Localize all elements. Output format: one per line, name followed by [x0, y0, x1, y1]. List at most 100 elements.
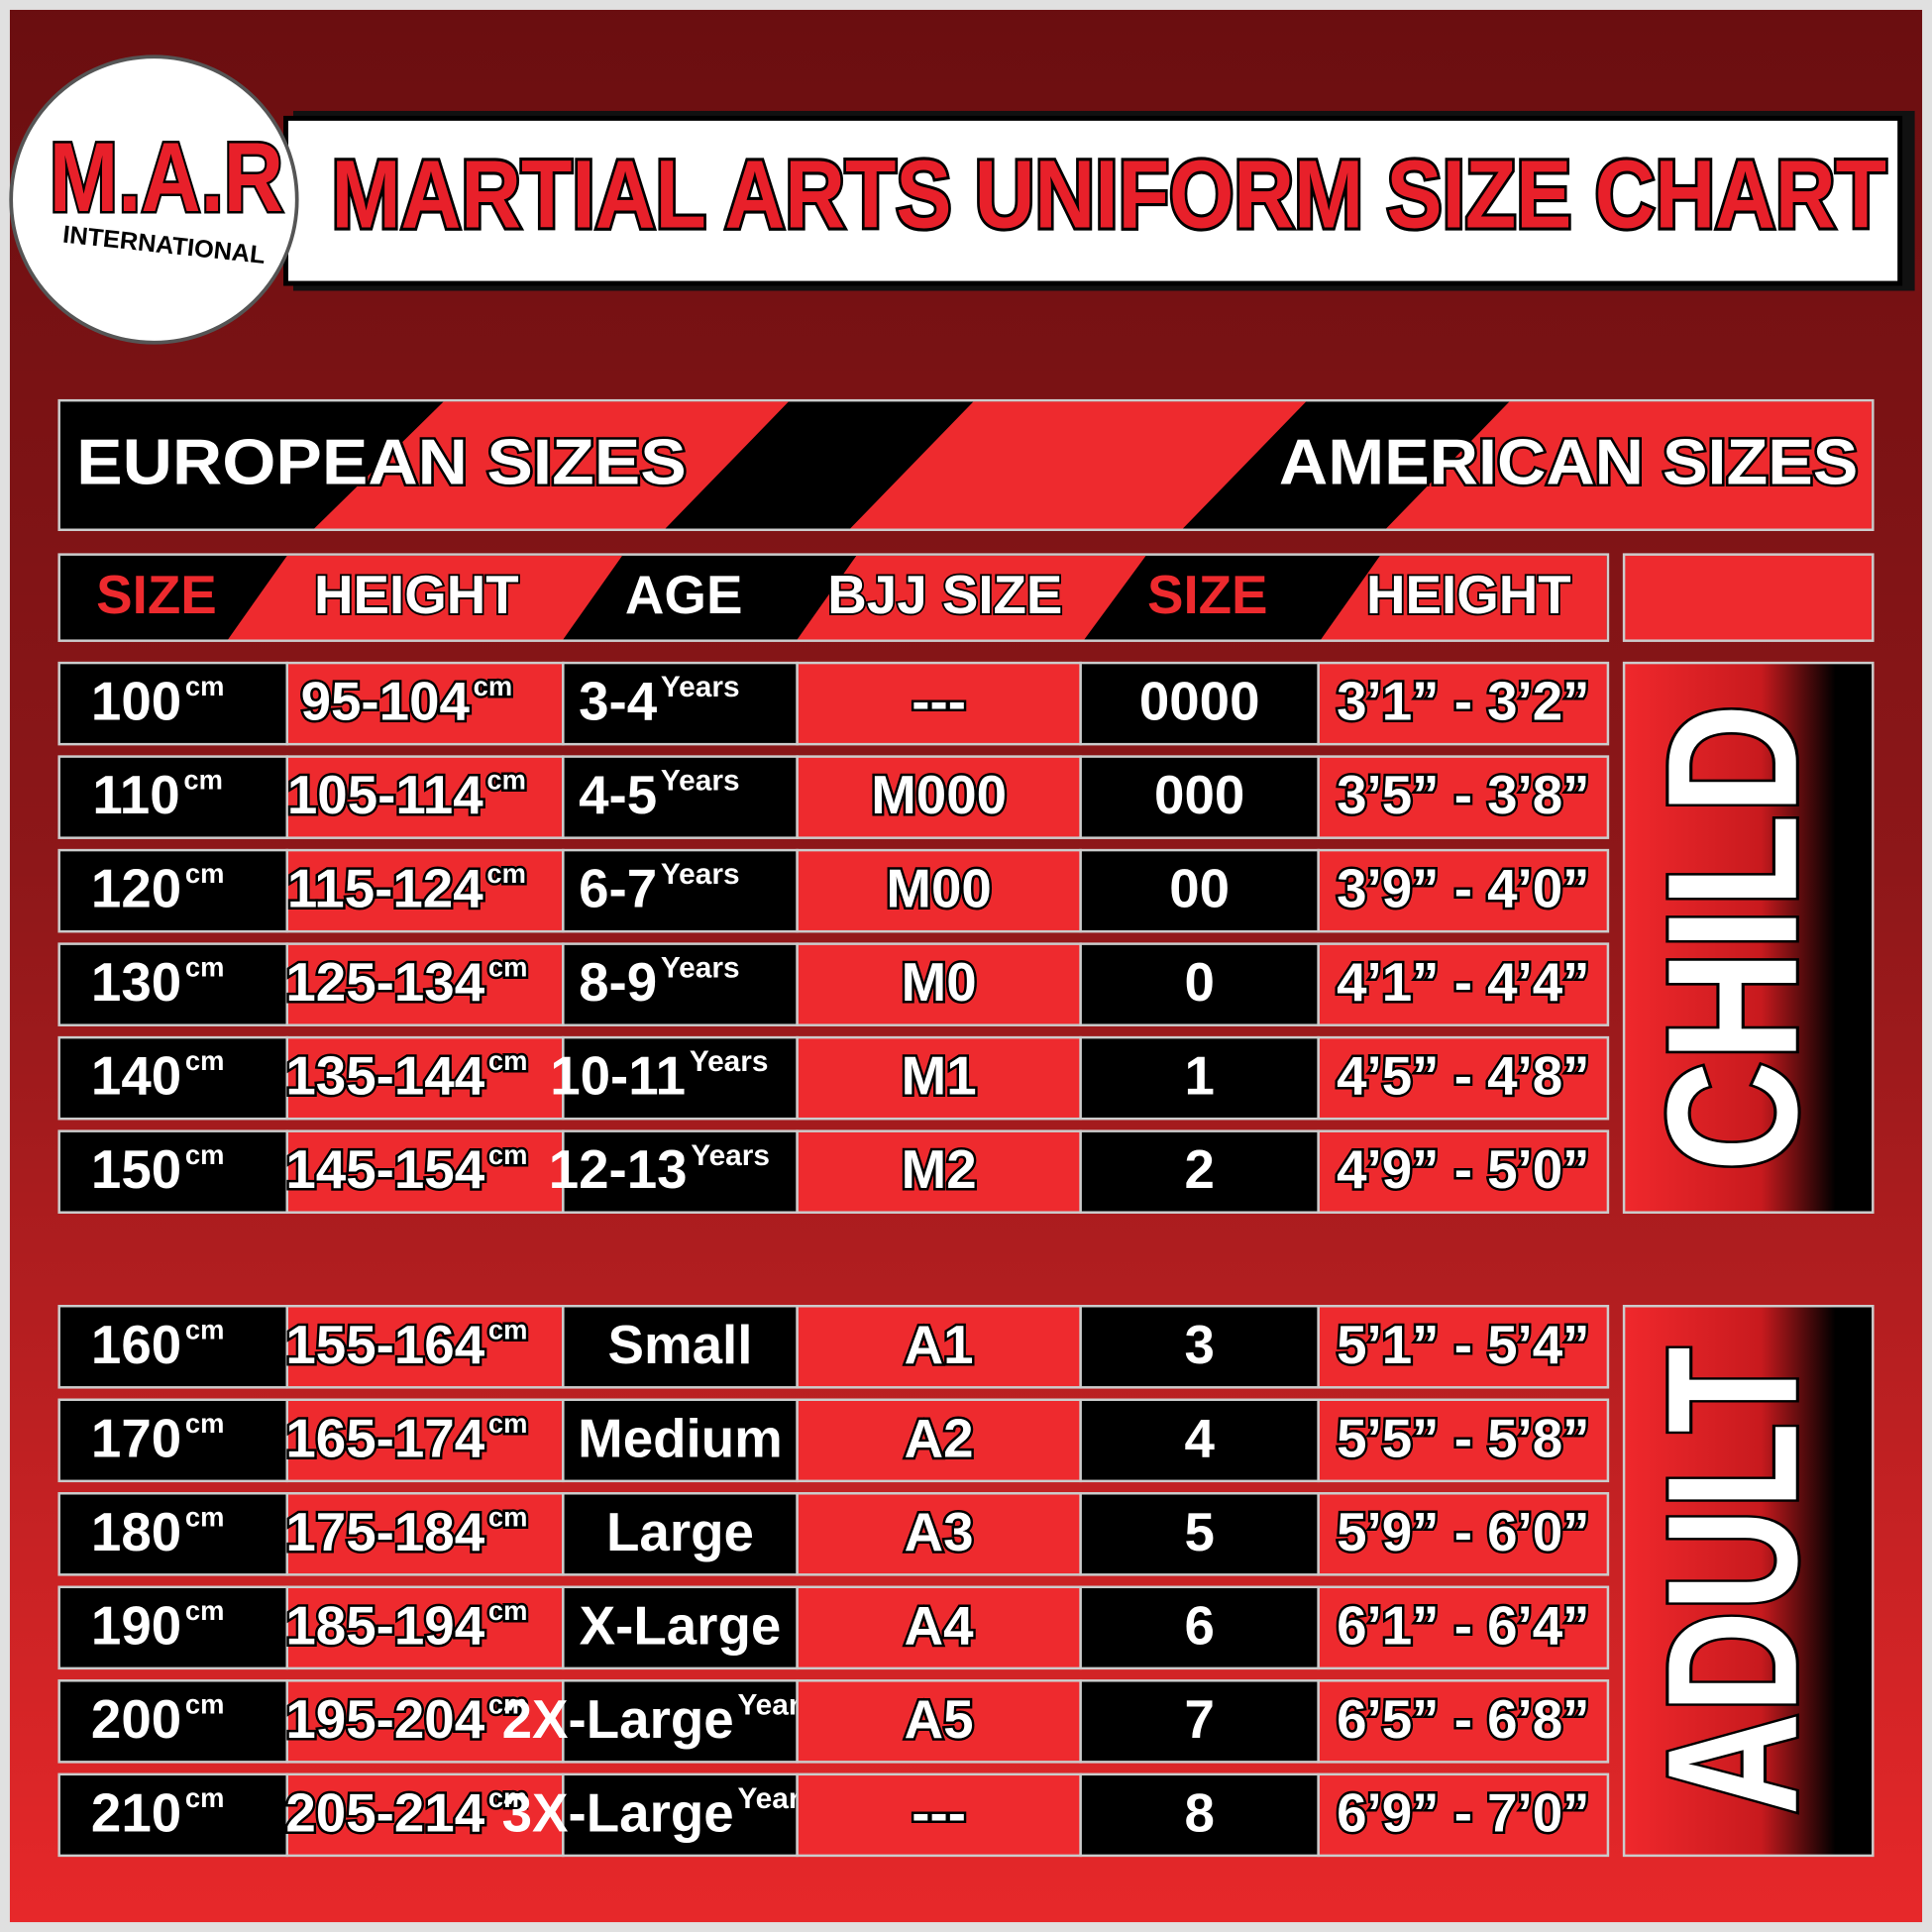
table-row: 100 cm 95-104 cm 3-4 Years --- 0000 3’1” - 3’2”	[57, 661, 1610, 746]
cell	[1317, 1679, 1610, 1764]
cell-value: 0000	[1139, 671, 1260, 732]
cell-text: 210 cm	[91, 1782, 225, 1844]
cell-value: A4	[905, 1595, 975, 1657]
cell	[562, 1492, 799, 1576]
cell-text: 0000	[1139, 671, 1260, 732]
cell	[1079, 1035, 1320, 1121]
cell-text: M0	[902, 952, 977, 1014]
cell-value: 170	[91, 1408, 181, 1469]
cell-text: 8	[1184, 1782, 1214, 1844]
cell-text: 125-134 cm	[285, 952, 527, 1014]
cell-value: A3	[905, 1501, 974, 1562]
cell-text: 105-114 cm	[287, 765, 526, 826]
cell-text: 200 cm	[91, 1688, 225, 1750]
cell	[285, 848, 565, 933]
table-row: 120 cm 115-124 cm 6-7 Years M00 00 3’9” - 4’0”	[57, 848, 1610, 933]
cell-text: 00	[1169, 858, 1230, 919]
cell-text: 170 cm	[91, 1408, 225, 1469]
table-row: 140 cm 135-144 cm 10-11 Years M1 1 4’5” - 4’8”	[57, 1035, 1610, 1121]
cell-value: 5’9” - 6’0”	[1337, 1501, 1589, 1562]
cell-text: 3’1” - 3’2”	[1337, 671, 1589, 732]
cell-text: 6’1” - 6’4”	[1337, 1595, 1589, 1657]
cell-value: 3’1” - 3’2”	[1337, 671, 1589, 732]
cell-text: 5	[1184, 1501, 1214, 1562]
cell	[285, 1492, 565, 1576]
cell	[285, 1585, 565, 1670]
cell	[796, 1398, 1082, 1483]
cell-unit: cm	[185, 1315, 225, 1345]
column-header: HEIGHT	[314, 564, 519, 625]
cell-text: 3	[1184, 1314, 1214, 1375]
table-row: 150 cm 145-154 cm 12-13 Years M2 2 4’9” - 5’0”	[57, 1129, 1610, 1214]
cell-value: 160	[91, 1314, 181, 1375]
cell	[285, 661, 565, 746]
cell-text: 000	[1154, 765, 1244, 826]
cell-text: 175-184 cm	[285, 1501, 527, 1562]
cell-text: 12-13 Years	[549, 1139, 770, 1201]
cell-unit: Years	[661, 952, 740, 985]
group-label-box	[1622, 1304, 1875, 1858]
cell-value: 105-114	[287, 765, 483, 826]
cell-value: 5	[1184, 1501, 1214, 1562]
cell-text: ---	[912, 671, 966, 732]
header-blank	[1622, 553, 1875, 642]
group-label-box	[1622, 661, 1875, 1214]
cell-value: 4’5” - 4’8”	[1337, 1045, 1589, 1107]
cell	[1317, 942, 1610, 1026]
cell-value: 145-154	[285, 1139, 484, 1201]
cell-unit: cm	[185, 858, 225, 889]
cell-text: 165-174 cm	[285, 1408, 527, 1469]
title: MARTIAL ARTS UNIFORM SIZE CHART	[332, 141, 1886, 249]
cell	[562, 1035, 799, 1121]
cell-value: 115-124	[287, 858, 483, 919]
cell	[562, 848, 799, 933]
cell-value: 100	[91, 671, 181, 732]
cell-text: M00	[886, 858, 991, 919]
cell-text: 4	[1184, 1408, 1215, 1469]
cell-value: 185-194	[285, 1595, 484, 1657]
column-header: AGE	[625, 564, 743, 625]
cell-value: 8-9	[579, 952, 657, 1014]
cell-value: 0	[1184, 952, 1214, 1014]
section-european: EUROPEAN SIZES	[76, 425, 687, 497]
cell	[1079, 848, 1320, 933]
cell-unit: cm	[474, 671, 513, 701]
cell	[1317, 1398, 1610, 1483]
cell-value: A2	[905, 1408, 974, 1469]
cell-value: M1	[902, 1045, 977, 1107]
cell-unit: Years	[661, 858, 740, 891]
cell-text: 180 cm	[91, 1501, 225, 1562]
cell-value: 2X-Large	[502, 1688, 734, 1750]
cell-value: 3-4	[579, 671, 658, 732]
cell-unit: cm	[185, 1689, 225, 1720]
cell-value: 7	[1184, 1688, 1214, 1750]
banner-stripe	[314, 401, 789, 529]
column-header: SIZE	[1147, 564, 1268, 625]
cell-value: 120	[91, 858, 181, 919]
column-header: BJJ SIZE	[827, 564, 1062, 625]
cell-text: 1	[1184, 1045, 1214, 1107]
cell-text: A2	[905, 1408, 974, 1469]
cell	[1317, 1492, 1610, 1576]
cell-text: 6	[1184, 1595, 1214, 1657]
header-stripe	[228, 555, 623, 640]
cell-text: A4	[905, 1595, 975, 1657]
cell	[285, 1398, 565, 1483]
cell-text: 190 cm	[91, 1595, 225, 1657]
cell	[1079, 1679, 1320, 1764]
cell-text: 6-7 Years	[579, 858, 739, 919]
cell-text: 3-4 Years	[579, 671, 739, 732]
cell	[57, 1772, 289, 1858]
cell	[562, 661, 799, 746]
cell-value: X-Large	[580, 1595, 782, 1657]
cell-text: Large	[606, 1501, 754, 1562]
cell-value: 4	[1184, 1408, 1215, 1469]
cell-text: 145-154 cm	[285, 1139, 527, 1201]
cell-value: 6	[1184, 1595, 1214, 1657]
cell-text: 115-124 cm	[287, 858, 526, 919]
cell-text: 7	[1184, 1688, 1214, 1750]
table-row: 190 cm 185-194 cm X-Large A4 6 6’1” - 6’4”	[57, 1585, 1610, 1670]
cell-value: 150	[91, 1139, 181, 1201]
cell-text: Medium	[578, 1408, 783, 1469]
